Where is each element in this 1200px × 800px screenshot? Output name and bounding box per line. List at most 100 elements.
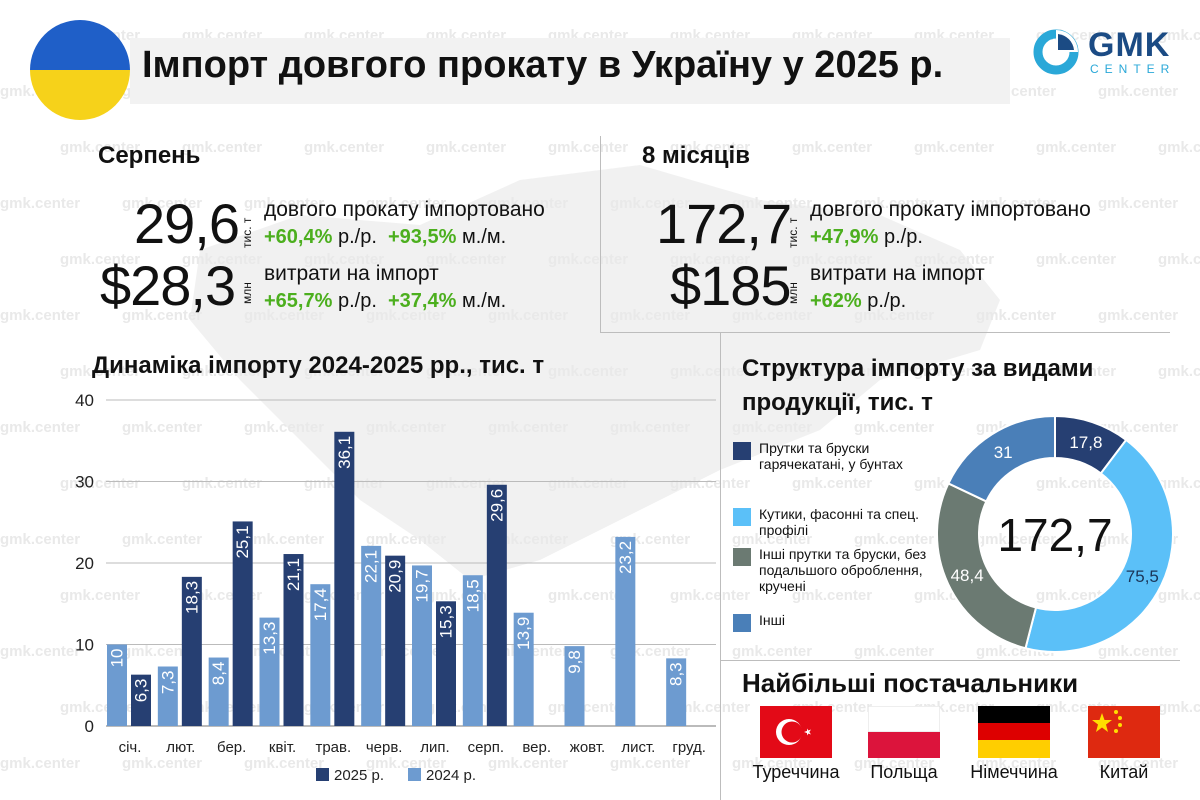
bar-2025 [486, 484, 507, 726]
watermark-text: gmk.center [0, 195, 80, 212]
y-tick-label: 40 [75, 391, 94, 410]
watermark-text: gmk.center [122, 195, 202, 212]
watermark-text: gmk.center [1098, 195, 1178, 212]
watermark-text: gmk.center [670, 699, 750, 716]
bar-value-label: 22,1 [362, 550, 381, 583]
watermark-text: gmk.center [60, 251, 140, 268]
legend-label: Інші прутки та бруски, без подальшого об… [759, 546, 927, 594]
legend-swatch [733, 442, 751, 460]
august-title: Серпень [98, 142, 201, 169]
watermark-text: gmk.center [610, 307, 690, 324]
bar-value-label: 29,6 [487, 489, 506, 522]
bar-2025 [181, 576, 202, 726]
eight-months-volume: 172,7 [656, 192, 792, 255]
watermark-text: gmk.center [366, 531, 446, 548]
august-cost-change: +65,7% р./р. +37,4% м./м. [264, 290, 507, 312]
x-category-label: вер. [522, 739, 551, 756]
watermark-text: gmk.center [854, 643, 934, 660]
august-volume: 29,6 [134, 192, 240, 255]
y-tick-label: 10 [75, 636, 94, 655]
eight-months-cost-change: +62% р./р. [810, 290, 907, 312]
watermark-text: gmk.center [1158, 251, 1200, 268]
legend-label: Кутики, фасонні та спец. профілі [759, 506, 920, 538]
china-flag-icon [1088, 706, 1160, 758]
watermark-text: gmk.center [914, 363, 994, 380]
watermark-text: gmk.center [792, 587, 872, 604]
bar-value-label: 6,3 [132, 679, 151, 703]
watermark-text: gmk.center [792, 139, 872, 156]
bar-value-label: 25,1 [233, 525, 252, 558]
august-volume-desc: довгого прокату імпортовано [264, 198, 545, 221]
bar-2025 [385, 555, 406, 726]
watermark-text: gmk.center [488, 195, 568, 212]
watermark-text: gmk.center [732, 307, 812, 324]
ukraine-flag-icon [30, 20, 130, 120]
august-volume-unit: тис. т [240, 217, 254, 248]
bar-2024 [412, 565, 432, 726]
donut-slice-label: 48,4 [951, 566, 984, 585]
import-dynamics-bar-chart: 0 10 20 30 40 10 6,3 січ. 7,3 18,3 лют. 8,4 25,1 бер.… [75, 391, 716, 784]
bar-2024 [462, 575, 483, 726]
watermark-text: gmk.center [1098, 643, 1178, 660]
legend-swatch [408, 768, 421, 781]
watermark-text: gmk.center [1098, 83, 1178, 100]
watermark-text: gmk.center [182, 363, 262, 380]
watermark-text: gmk.center [1158, 139, 1200, 156]
watermark-text: gmk.center [0, 531, 80, 548]
watermark-text: gmk.center [182, 475, 262, 492]
supplier-name-turkey: Туреччина [752, 762, 840, 782]
supplier-name-germany: Німеччина [970, 762, 1058, 782]
watermark-text: gmk.center [60, 139, 140, 156]
watermark-text: gmk.center [122, 419, 202, 436]
chart-divider [720, 332, 721, 800]
eight-months-cost-unit: млн [786, 282, 800, 304]
legend-label: 2024 р. [426, 767, 476, 784]
germany-flag-icon [978, 706, 1050, 758]
stats-bottom-divider [600, 332, 1170, 333]
watermark-text: gmk.center [1158, 475, 1200, 492]
watermark-text: gmk.center [732, 419, 812, 436]
watermark-text: gmk.center [304, 363, 384, 380]
donut-total: 172,7 [997, 509, 1112, 561]
watermark-text: gmk.center [488, 419, 568, 436]
watermark-text: gmk.center [366, 195, 446, 212]
watermark-text: gmk.center [732, 755, 812, 772]
bar-value-label: 15,3 [437, 605, 456, 638]
x-category-label: жовт. [570, 739, 605, 756]
watermark-text: gmk.center [1158, 363, 1200, 380]
watermark-text: gmk.center [244, 307, 324, 324]
watermark-text: gmk.center [1158, 27, 1200, 44]
watermark-text: gmk.center [488, 755, 568, 772]
bar-2024 [310, 584, 331, 726]
watermark-text: gmk.center [182, 251, 262, 268]
bar-value-label: 20,9 [386, 560, 405, 593]
turkey-flag-icon [760, 706, 832, 758]
watermark-text: gmk.center [670, 475, 750, 492]
watermark-text: gmk.center [792, 251, 872, 268]
watermark-text: gmk.center [854, 195, 934, 212]
watermark-text: gmk.center [60, 475, 140, 492]
watermark-text: gmk.center [426, 139, 506, 156]
eight-months-cost-desc: витрати на імпорт [810, 262, 985, 285]
watermark-text: gmk.center [1036, 363, 1116, 380]
watermark-text: gmk.center [426, 475, 506, 492]
watermark-text: gmk.center [854, 531, 934, 548]
legend-swatch [733, 508, 751, 526]
suppliers-title: Найбільші постачальники [742, 668, 1079, 698]
stats-divider [600, 136, 601, 332]
supplier-name-china: Китай [1099, 762, 1149, 782]
bar-2024 [666, 658, 687, 726]
watermark-text: gmk.center [610, 755, 690, 772]
bar-value-label: 18,3 [182, 581, 201, 614]
x-category-label: лист. [621, 739, 655, 756]
structure-donut-chart: 17,8 75,5 48,4 31 172,7 [936, 416, 1174, 653]
eight-months-volume-unit: тис. т [786, 217, 800, 248]
bar-value-label: 36,1 [335, 436, 354, 469]
watermark-text: gmk.center [976, 755, 1056, 772]
eight-months-cost: $185 [670, 254, 792, 317]
legend-swatch [733, 614, 751, 632]
august-cost: $28,3 [100, 254, 236, 317]
watermark-text: gmk.center [610, 419, 690, 436]
watermark-text: gmk.center [244, 419, 324, 436]
watermark-text: gmk.center [670, 251, 750, 268]
